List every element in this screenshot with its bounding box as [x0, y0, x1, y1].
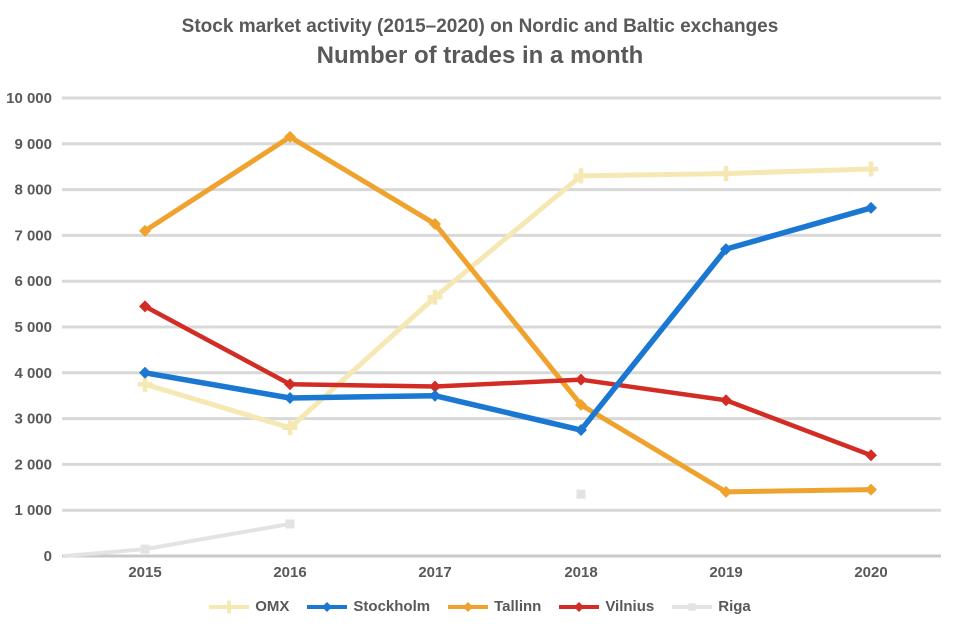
legend-label: Tallinn	[494, 598, 542, 615]
data-point-marker	[575, 373, 587, 386]
data-point-marker	[865, 201, 877, 214]
x-tick-label: 2015	[128, 564, 161, 581]
y-tick-label: 5 000	[14, 319, 52, 336]
y-tick-label: 7 000	[14, 227, 52, 244]
data-point-marker	[865, 449, 877, 462]
legend-swatch-icon	[307, 601, 348, 612]
data-point-marker	[139, 366, 151, 379]
x-tick-label: 2019	[709, 564, 742, 581]
legend-label: Vilnius	[605, 598, 655, 615]
legend-swatch-icon	[672, 602, 713, 611]
chart-subtitle: Number of trades in a month	[316, 41, 644, 69]
x-tick-label: 2017	[418, 564, 451, 581]
series-line	[63, 521, 292, 558]
y-tick-label: 4 000	[14, 365, 52, 382]
data-point-marker	[285, 519, 295, 529]
series-line	[142, 134, 874, 495]
legend-swatch-icon	[559, 601, 600, 612]
y-tick-label: 0	[44, 548, 52, 565]
data-point-marker	[574, 601, 585, 612]
legend-label: Stockholm	[353, 598, 431, 615]
data-point-marker	[865, 483, 877, 496]
data-point-marker	[429, 389, 441, 402]
title-block: Stock market activity (2015–2020) on Nor…	[0, 14, 960, 71]
x-tick-label: 2016	[273, 564, 306, 581]
legend-label: OMX	[255, 598, 290, 615]
legend-item-riga: Riga	[672, 598, 751, 615]
legend-item-vilnius: Vilnius	[559, 598, 654, 615]
data-point-marker	[222, 600, 236, 613]
data-point-marker	[284, 130, 296, 143]
series-riga	[63, 489, 586, 558]
y-tick-label: 2 000	[14, 456, 52, 473]
data-point-marker	[140, 544, 150, 554]
series-line	[142, 304, 874, 458]
x-tick-label: 2020	[854, 564, 887, 581]
data-point-marker	[429, 380, 441, 393]
y-tick-label: 1 000	[14, 502, 52, 519]
y-tick-label: 10 000	[6, 90, 52, 107]
series-vilnius	[139, 300, 877, 462]
data-point-marker	[576, 489, 586, 499]
x-tick-label: 2018	[564, 564, 597, 581]
data-point-marker	[284, 378, 296, 391]
gridlines	[62, 96, 941, 558]
x-axis-labels: 2015 2016 2017 2018 2019 2020	[128, 564, 887, 581]
data-point-marker	[863, 161, 879, 177]
series-line	[142, 205, 874, 433]
data-point-marker	[718, 166, 734, 182]
data-point-marker	[720, 485, 732, 498]
data-point-marker	[282, 420, 298, 436]
data-point-marker	[284, 391, 296, 404]
data-point-marker	[720, 243, 732, 256]
y-tick-label: 8 000	[14, 182, 52, 199]
data-point-marker	[137, 376, 153, 392]
data-point-marker	[427, 289, 443, 305]
series-omx	[137, 161, 879, 436]
data-point-marker	[575, 398, 587, 411]
y-tick-label: 3 000	[14, 411, 52, 428]
y-axis-labels: 10 000 9 000 8 000 7 000 6 000 5 000 4 000 3 00…	[6, 90, 52, 565]
legend-item-stockholm: Stockholm	[307, 598, 430, 615]
series-stockholm	[139, 201, 877, 437]
data-point-marker	[575, 424, 587, 437]
legend-swatch-icon	[448, 601, 489, 612]
legend: OMX Stockholm Tallinn Vilnius Riga	[0, 598, 960, 615]
legend-item-tallinn: Tallinn	[448, 598, 541, 615]
legend-swatch-icon	[209, 600, 250, 613]
data-point-marker	[688, 602, 696, 611]
legend-label: Riga	[718, 598, 751, 615]
data-point-marker	[139, 300, 151, 313]
data-point-marker	[463, 601, 474, 612]
data-point-marker	[139, 224, 151, 237]
y-tick-label: 6 000	[14, 273, 52, 290]
data-point-marker	[429, 217, 441, 230]
series-tallinn	[139, 130, 877, 498]
data-point-marker	[720, 394, 732, 407]
y-tick-label: 9 000	[14, 136, 52, 153]
data-point-marker	[322, 601, 333, 612]
chart-title: Stock market activity (2015–2020) on Nor…	[181, 16, 779, 37]
series-line	[142, 166, 874, 431]
data-point-marker	[573, 168, 589, 184]
legend-item-omx: OMX	[209, 598, 289, 615]
